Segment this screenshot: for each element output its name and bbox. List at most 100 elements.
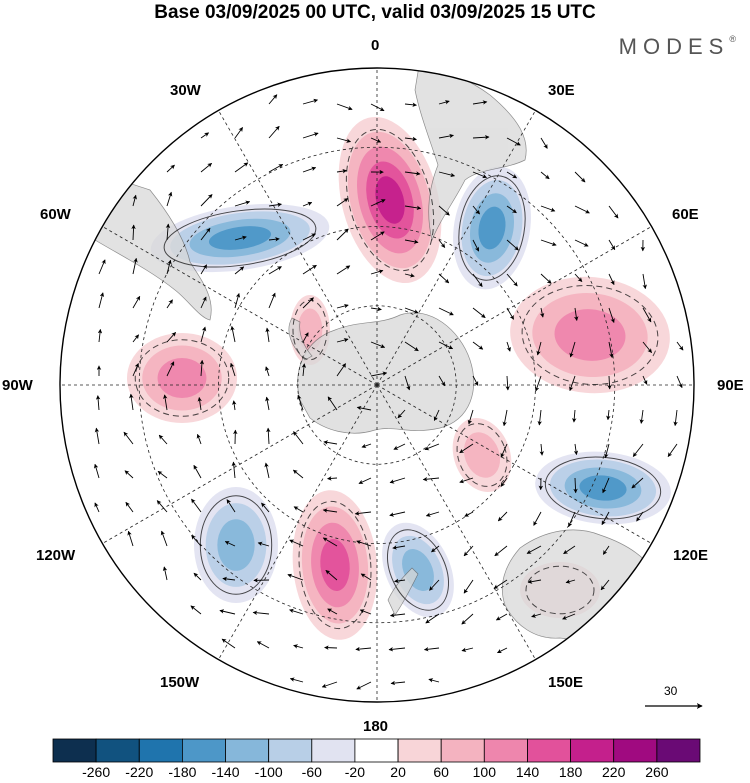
- wind-arrow: [131, 224, 136, 241]
- wind-arrow: [234, 266, 245, 275]
- wind-arrow: [404, 273, 415, 278]
- wind-arrow: [537, 409, 542, 426]
- wind-arrow: [404, 341, 419, 352]
- wind-arrow: [472, 341, 484, 350]
- wind-arrow: [302, 297, 314, 309]
- lon-label-120e: 120E: [673, 547, 709, 564]
- wind-arrow: [327, 476, 338, 481]
- wind-arrow: [123, 431, 134, 445]
- wind-arrow: [536, 341, 542, 356]
- wind-arrow: [292, 469, 304, 479]
- wind-arrow: [433, 409, 440, 422]
- wind-arrow: [506, 171, 518, 179]
- wind-arrow: [193, 464, 202, 479]
- wind-arrow: [302, 201, 313, 207]
- lon-label-30w: 30W: [170, 82, 201, 99]
- wind-arrow: [472, 273, 483, 288]
- contour-line: [163, 208, 317, 268]
- wind-arrow: [667, 443, 678, 458]
- wind-arrow: [428, 678, 440, 683]
- brand-name: MODES: [618, 34, 730, 59]
- wind-arrow: [394, 578, 406, 584]
- wind-arrow: [639, 409, 644, 424]
- lon-label-90e: 90E: [717, 377, 744, 394]
- wind-arrow: [336, 337, 349, 343]
- contour-line: [458, 175, 526, 281]
- wind-arrow: [302, 166, 317, 173]
- wind-arrow: [370, 341, 386, 349]
- wind-arrow: [95, 395, 101, 411]
- wind-arrow: [438, 341, 454, 350]
- wind-arrow: [191, 534, 202, 547]
- wind-arrow: [370, 306, 382, 312]
- map-border: [59, 67, 695, 703]
- lon-label-120w: 120W: [36, 547, 76, 564]
- wind-arrow: [404, 136, 417, 142]
- wind-arrow: [293, 644, 304, 649]
- wind-arrow: [252, 610, 270, 616]
- wind-arrow: [608, 341, 614, 359]
- wind-arrow: [602, 477, 610, 494]
- wind-arrow: [196, 433, 202, 445]
- wind-arrow: [132, 362, 139, 377]
- wind-arrow: [631, 477, 644, 489]
- wind-arrow: [429, 579, 440, 591]
- wind-arrow: [472, 307, 486, 318]
- wind-arrow: [301, 363, 307, 377]
- wind-arrow: [604, 443, 610, 459]
- wind-arrow: [642, 307, 652, 323]
- wind-arrow: [438, 273, 450, 284]
- colorbar-label: -220: [125, 764, 154, 780]
- colorbar-swatch: [354, 738, 399, 763]
- wind-arrow: [302, 264, 317, 275]
- wind-arrow: [94, 502, 100, 513]
- wind-vectors: [93, 94, 684, 690]
- wind-arrow: [676, 341, 684, 351]
- wind-arrow: [423, 647, 440, 652]
- wind-arrow: [607, 375, 612, 390]
- meridian-line: [376, 384, 536, 660]
- colorbar-label: 180: [558, 764, 583, 780]
- wind-arrow: [642, 273, 647, 290]
- registered-mark: ®: [729, 34, 736, 44]
- wind-arrow: [463, 579, 474, 594]
- wind-arrow: [354, 511, 372, 516]
- wind-arrow: [200, 264, 207, 275]
- wind-arrow: [574, 171, 586, 183]
- anomaly-high-south-pacific: [292, 490, 378, 640]
- wind-arrow: [234, 200, 251, 207]
- wind-arrow: [193, 572, 202, 581]
- wind-arrow: [461, 647, 474, 652]
- wind-arrow: [358, 477, 372, 484]
- wind-arrow: [336, 137, 352, 143]
- wind-arrow: [506, 137, 521, 146]
- wind-arrow: [540, 205, 556, 212]
- wind-arrow: [540, 239, 557, 247]
- colorbar-label: -20: [344, 764, 366, 780]
- wind-arrow: [234, 127, 243, 139]
- wind-arrow: [321, 681, 338, 688]
- wind-arrow: [222, 576, 236, 582]
- wind-arrow: [336, 168, 348, 174]
- wind-arrow: [472, 239, 480, 252]
- colorbar-swatch: [397, 738, 442, 763]
- anomaly-high-southeast-pacific: [127, 333, 237, 423]
- contour-line: [386, 529, 450, 611]
- wind-arrow: [200, 132, 210, 139]
- wind-arrow: [393, 443, 406, 450]
- colorbar-swatch: [440, 738, 485, 763]
- colorbar-label: 60: [433, 764, 449, 780]
- wind-arrow: [268, 94, 278, 105]
- colorbar-label: -140: [211, 764, 240, 780]
- colorbar-swatch: [311, 738, 356, 763]
- colorbar-label: 140: [515, 764, 540, 780]
- wind-arrow: [505, 375, 510, 391]
- lon-label-30e: 30E: [548, 82, 575, 99]
- wind-arrow: [261, 502, 270, 513]
- wind-arrow: [534, 375, 542, 392]
- meridian-line: [102, 226, 378, 386]
- wind-arrow: [160, 530, 168, 547]
- wind-arrow: [574, 205, 590, 214]
- anomaly-low-southeast-indian: [535, 451, 671, 525]
